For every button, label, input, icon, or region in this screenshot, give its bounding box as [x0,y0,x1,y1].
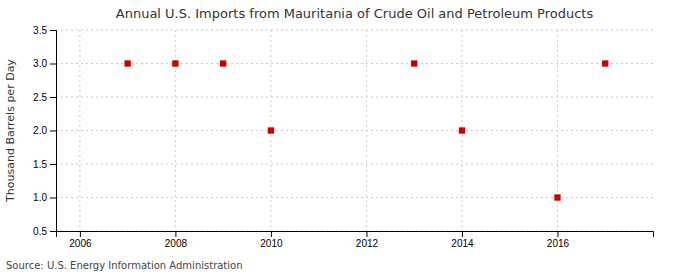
point [172,60,178,66]
point [602,60,608,66]
plot: 2006 2008 2010 2012 2014 2016 0.5 1.0 1.5 2.0 2.5 3… [33,25,653,249]
x-tick: 2014 [451,231,474,249]
x-tick-mark [462,231,463,237]
y-tick: 2.5 [33,92,56,103]
grid-line-y [56,130,653,131]
x-tick: 2010 [260,231,283,249]
y-tick-mark [50,97,56,98]
x-tick-label: 2014 [451,238,474,249]
y-tick: 2.0 [33,125,56,136]
x-axis: 2006 2008 2010 2012 2014 2016 [57,231,654,249]
point [124,60,130,66]
points [124,60,608,200]
grid [56,30,653,231]
grid-line-y [56,30,653,31]
x-tick-mark [271,231,272,237]
chart: 2006 2008 2010 2012 2014 2016 0.5 1.0 1.5 2.0 2.5 3… [0,0,675,275]
x-tick-label: 2010 [260,238,283,249]
y-axis-line [50,31,57,232]
y-axis: 0.5 1.0 1.5 2.0 2.5 3.0 3.5 [33,25,56,237]
y-tick: 0.5 [33,226,56,237]
x-tick: 2012 [356,231,379,249]
y-tick-label: 1.0 [33,192,47,203]
y-tick-label: 3.5 [33,25,47,36]
y-tick-mark [50,30,56,31]
x-tick: 2008 [165,231,188,249]
grid-line-y [56,63,653,64]
x-tick-label: 2006 [69,238,92,249]
point [459,127,465,133]
x-tick-label: 2012 [356,238,379,249]
x-tick-mark [557,231,558,237]
grid-line-x [175,30,176,231]
grid-line-y [56,97,653,98]
grid-line-y [56,197,653,198]
y-axis-title: Thousand Barrels per Day [4,59,17,203]
x-tick-mark [366,231,367,237]
y-tick-label: 3.0 [33,58,47,69]
x-tick-mark [80,231,81,237]
x-tick: 2006 [69,231,92,249]
y-tick-mark [50,131,56,132]
y-tick-label: 2.0 [33,125,47,136]
x-tick: 2016 [547,231,570,249]
x-tick-label: 2016 [547,238,570,249]
point [268,127,274,133]
y-tick: 1.0 [33,192,56,203]
y-tick-mark [50,198,56,199]
y-tick-mark [50,231,56,232]
x-tick-mark [175,231,176,237]
point [220,60,226,66]
x-axis-line [57,232,654,238]
y-tick-label: 0.5 [33,226,47,237]
y-tick: 1.5 [33,159,56,170]
y-tick: 3.5 [33,25,56,36]
y-tick: 3.0 [33,58,56,69]
point [554,194,560,200]
point [411,60,417,66]
y-tick-mark [50,64,56,65]
y-tick-label: 1.5 [33,159,47,170]
y-tick-label: 2.5 [33,92,47,103]
grid-line-y [56,164,653,165]
source: Source: U.S. Energy Information Administ… [6,260,243,271]
x-tick-label: 2008 [165,238,188,249]
title: Annual U.S. Imports from Mauritania of C… [116,6,594,21]
grid-line-x [79,30,80,231]
y-tick-mark [50,164,56,165]
